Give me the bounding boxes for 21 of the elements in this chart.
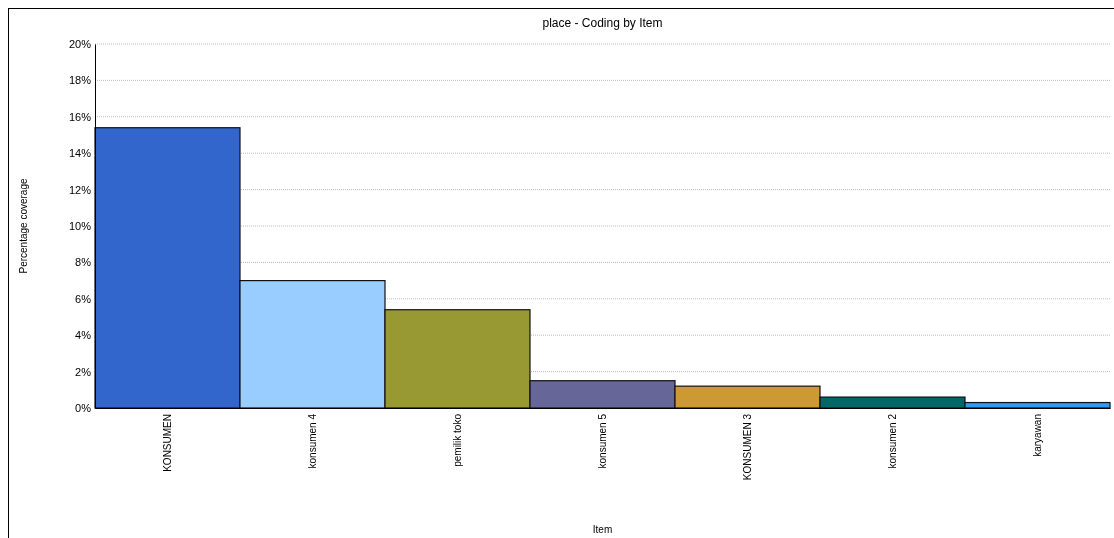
y-tick-label: 12% xyxy=(68,183,92,196)
chart-title: place - Coding by Item xyxy=(542,16,663,30)
x-tick-label: konsumen 5 xyxy=(597,413,608,469)
y-tick-label: 20% xyxy=(68,38,92,51)
y-tick-label: 14% xyxy=(68,147,92,160)
y-tick-label: 18% xyxy=(68,74,92,87)
y-axis-title: Percentage coverage xyxy=(18,178,29,274)
x-tick-label: karyawan xyxy=(1032,414,1043,457)
y-tick-label: 2% xyxy=(75,365,92,378)
y-tick-label: 10% xyxy=(68,220,92,233)
y-tick-label: 16% xyxy=(68,110,92,123)
y-tick-label: 0% xyxy=(75,402,92,415)
y-tick-label: 6% xyxy=(75,292,92,305)
x-tick-label: KONSUMEN 3 xyxy=(742,413,753,481)
x-axis-title: Item xyxy=(592,524,613,535)
x-tick-label: KONSUMEN xyxy=(162,414,173,472)
x-tick-label: konsumen 2 xyxy=(887,413,898,469)
y-tick-label: 4% xyxy=(75,329,92,342)
x-tick-label: konsumen 4 xyxy=(307,413,318,469)
y-tick-label: 8% xyxy=(75,256,92,269)
x-tick-label: pemilik toko xyxy=(452,413,463,467)
